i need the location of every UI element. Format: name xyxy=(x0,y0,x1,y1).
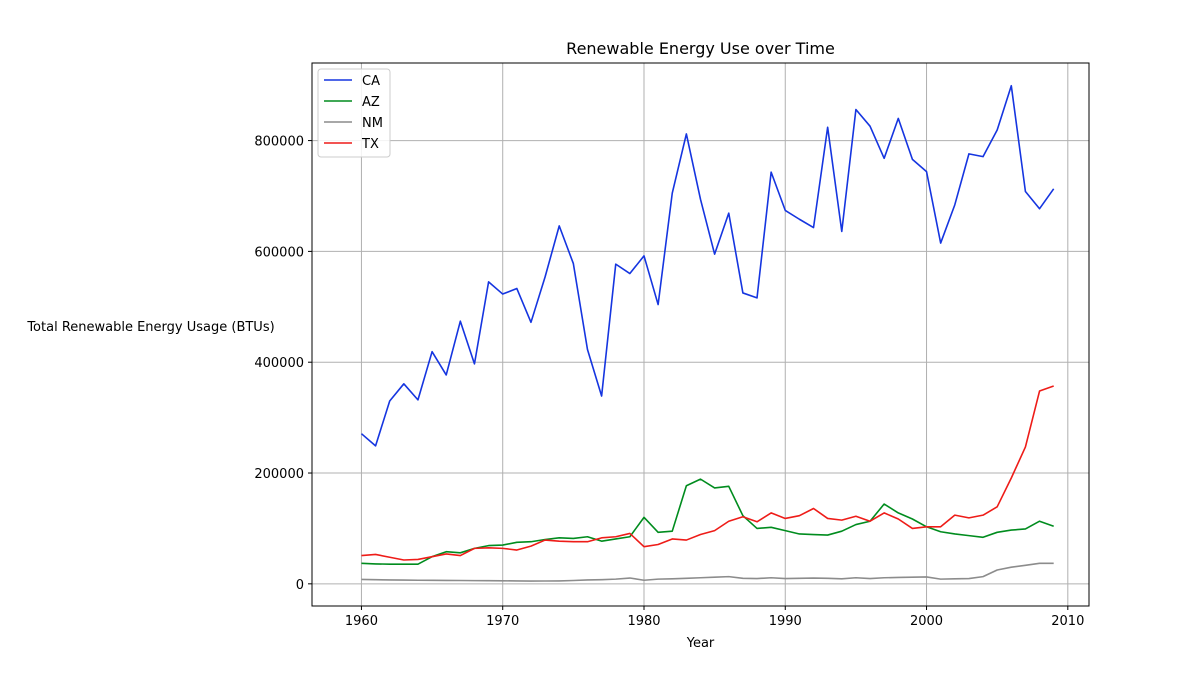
x-tick-label: 1970 xyxy=(486,614,519,629)
series-line-nm xyxy=(361,562,1054,582)
y-tick-label: 200000 xyxy=(254,467,304,482)
legend-label-ca: CA xyxy=(362,74,380,89)
x-tick-label: 1990 xyxy=(769,614,802,629)
y-tick-label: 600000 xyxy=(254,245,304,260)
x-tick-label: 2010 xyxy=(1051,614,1084,629)
legend-items: CA AZ NM TX xyxy=(324,74,383,152)
x-tick-label: 1980 xyxy=(627,614,660,629)
grid-layer xyxy=(312,63,1089,606)
legend-label-nm: NM xyxy=(362,116,383,131)
y-tick-label: 0 xyxy=(296,578,304,593)
series-line-ca xyxy=(360,84,1055,447)
legend: CA AZ NM TX xyxy=(317,68,391,158)
series-line-tx xyxy=(361,385,1054,561)
x-tick-label: 1960 xyxy=(345,614,378,629)
y-tick-label: 800000 xyxy=(254,135,304,150)
x-axis-label: Year xyxy=(686,636,715,651)
chart-title: Renewable Energy Use over Time xyxy=(566,39,835,58)
x-tick-label: 2000 xyxy=(910,614,943,629)
y-axis-label: Total Renewable Energy Usage (BTUs) xyxy=(26,320,274,335)
y-tick-label: 400000 xyxy=(254,356,304,371)
series-layer xyxy=(360,84,1055,582)
legend-label-tx: TX xyxy=(361,137,379,152)
legend-label-az: AZ xyxy=(362,95,380,110)
tick-layer: 1960 1970 1980 1990 2000 2010 0 200000 400000 600… xyxy=(254,135,1084,629)
plot-frame xyxy=(311,62,1090,607)
series-line-az xyxy=(361,478,1054,565)
legend-box xyxy=(317,68,391,158)
